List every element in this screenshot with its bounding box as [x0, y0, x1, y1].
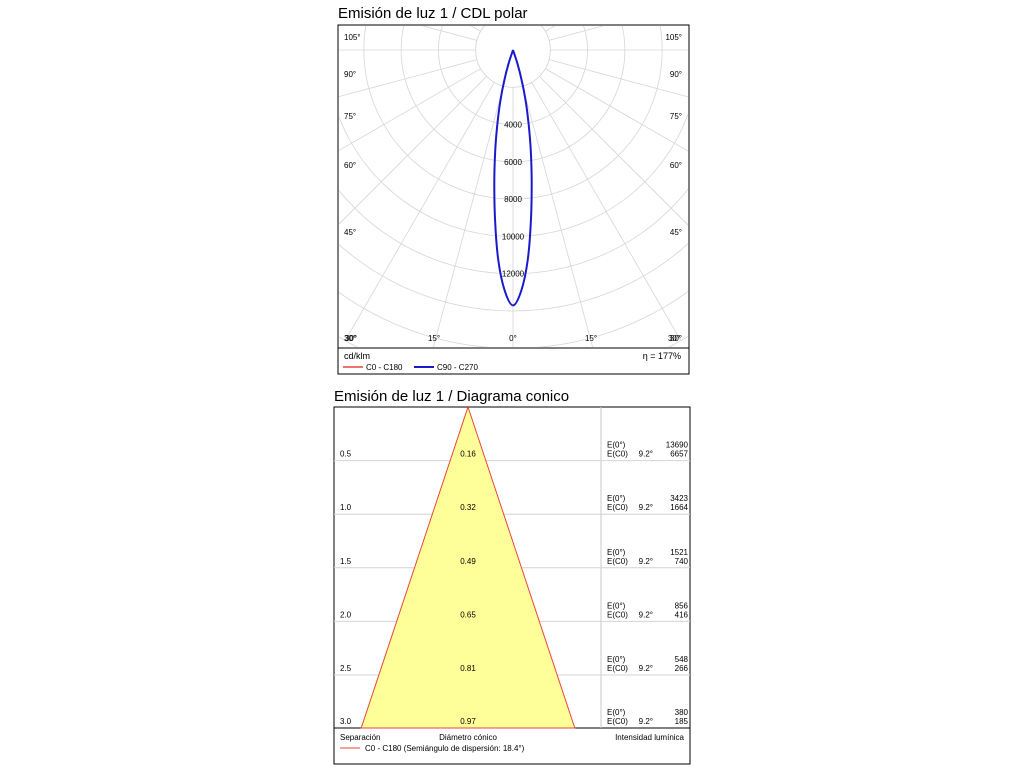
cone-chart-title: Emisión de luz 1 / Diagrama conico — [334, 388, 570, 405]
angle-label-right-90: 90° — [670, 70, 682, 79]
bottom-angle-label-30-right: 30° — [668, 334, 680, 343]
polar-radial-tick-label: 4000 — [504, 121, 522, 130]
angle-label-right-75: 75° — [670, 112, 682, 121]
polar-grid-spoke — [512, 49, 688, 226]
polar-radial-labels: 4000 6000 8000 10000 12000 — [502, 121, 525, 279]
angle-label-right-45: 45° — [670, 228, 682, 237]
bottom-angle-label-15-left: 15° — [428, 334, 440, 343]
polar-radial-tick-label: 6000 — [504, 158, 522, 167]
angle-label-left-45: 45° — [344, 228, 356, 237]
angle-label-left-60: 60° — [344, 161, 356, 170]
polar-curves — [493, 49, 533, 307]
polar-grid-spoke — [512, 49, 681, 341]
polar-grid-spoke — [512, 26, 605, 51]
legend-label-c90-c270: C90 - C270 — [437, 363, 478, 372]
polar-grid-spoke — [421, 26, 514, 51]
angle-label-left-90: 90° — [344, 70, 356, 79]
angle-label-left-30: 30° — [344, 334, 356, 343]
bottom-angle-label-15-right: 15° — [585, 334, 597, 343]
angle-label-left-75: 75° — [344, 112, 356, 121]
polar-radial-tick-label: 12000 — [502, 270, 525, 279]
polar-chart-title: Emisión de luz 1 / CDL polar — [338, 5, 528, 22]
polar-radial-tick-label: 8000 — [504, 195, 522, 204]
polar-grid-spoke — [345, 49, 514, 341]
polar-grid-inner-circle — [475, 26, 551, 88]
polar-grid-spoke — [433, 49, 514, 347]
bottom-angle-label-30-left: 30° — [345, 334, 357, 343]
polar-grid-spoke — [339, 49, 514, 98]
polar-curve-c90-c270 — [493, 49, 533, 307]
bottom-angle-label-0: 0° — [509, 334, 517, 343]
polar-efficiency-label: η = 177% — [643, 351, 681, 361]
polar-grid-spoke — [512, 49, 688, 98]
angle-label-right-30: 30° — [670, 334, 682, 343]
angle-label-right-60: 60° — [670, 161, 682, 170]
polar-grid-spoke — [512, 49, 593, 347]
legend-label-c0-c180: C0 - C180 — [366, 363, 403, 372]
polar-grid-spoke — [339, 49, 514, 151]
angle-label-left-105: 105° — [344, 33, 361, 42]
angle-label-right-105: 105° — [665, 33, 682, 42]
polar-grid-spoke — [512, 49, 688, 152]
polar-radial-tick-label: 10000 — [502, 232, 525, 241]
polar-grid-spoke — [339, 49, 514, 225]
polar-unit-label: cd/klm — [344, 351, 370, 361]
polar-grid — [339, 26, 688, 347]
